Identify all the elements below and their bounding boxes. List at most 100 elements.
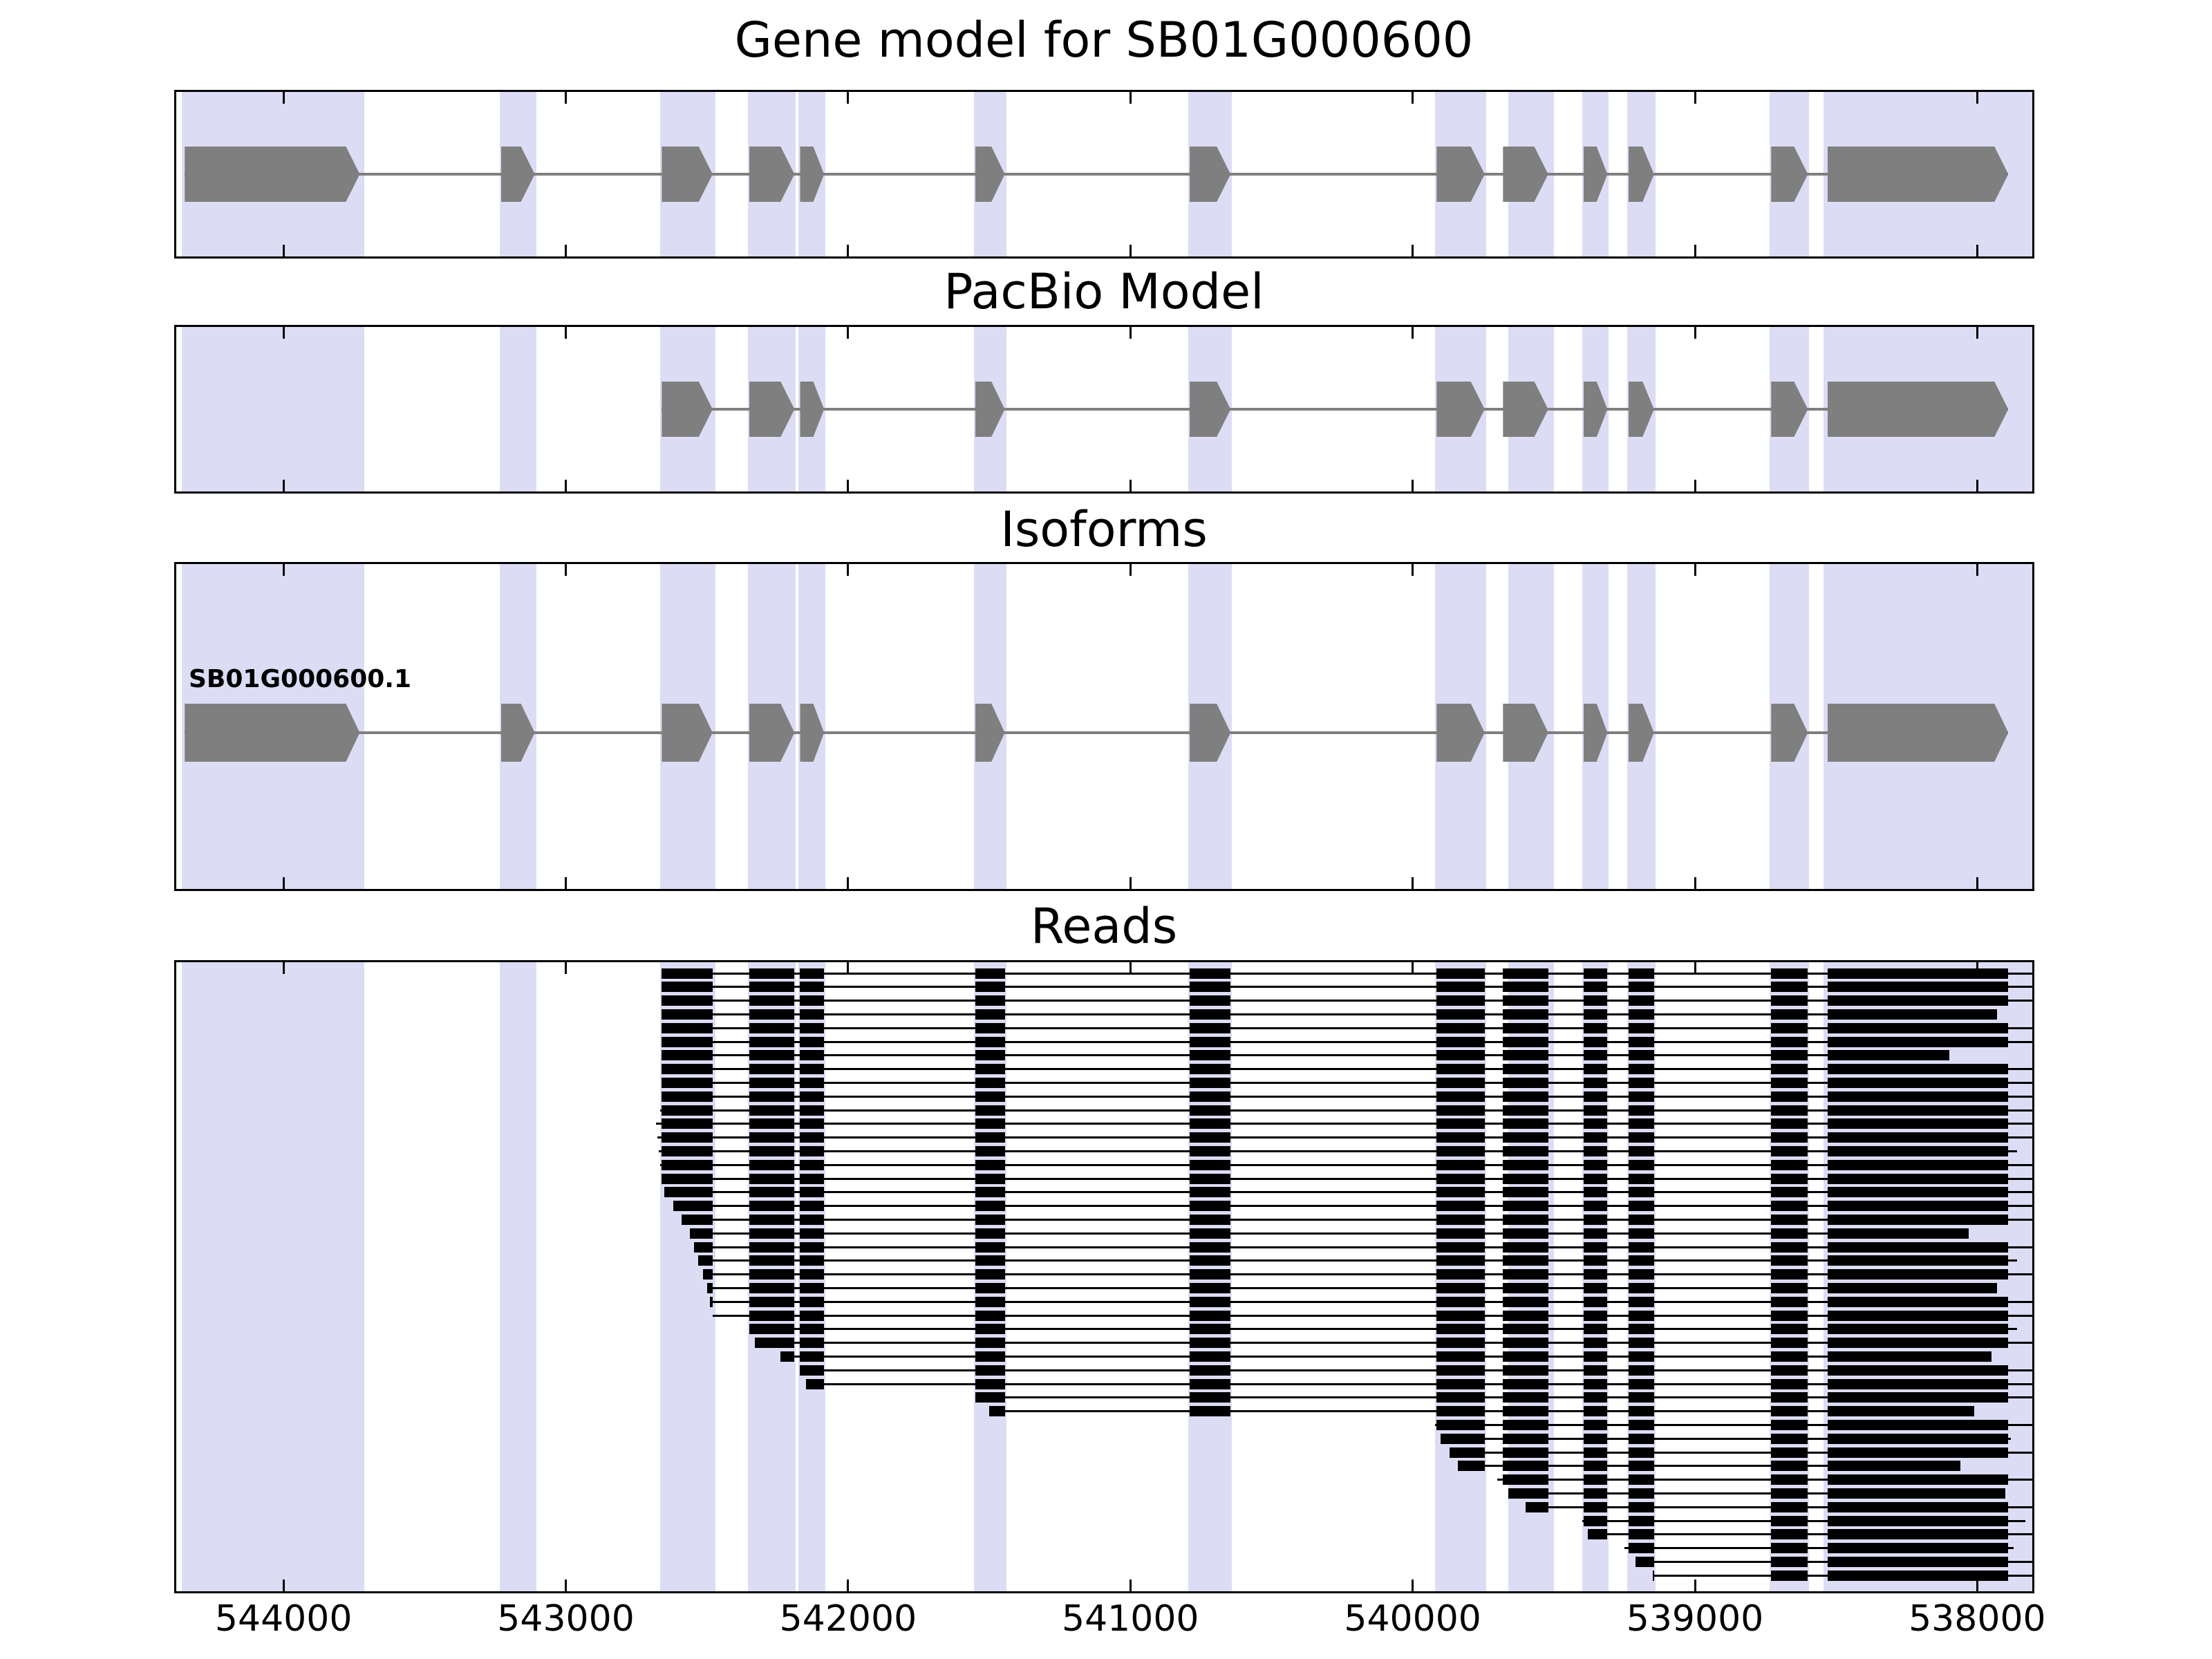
read-exon-block bbox=[1771, 1036, 1808, 1047]
read-exon-block bbox=[1457, 1461, 1485, 1472]
read-exon-block bbox=[1503, 1474, 1548, 1485]
read-exon-block bbox=[1629, 1022, 1654, 1033]
read-exon-block bbox=[1503, 1461, 1548, 1472]
read-exon-block bbox=[1436, 1201, 1485, 1212]
read-exon-block bbox=[1503, 1324, 1548, 1335]
intron-line bbox=[185, 731, 2009, 734]
read-exon-block bbox=[664, 1187, 713, 1198]
read-exon-block bbox=[1190, 1022, 1231, 1033]
read-line bbox=[681, 1218, 2032, 1221]
read-line bbox=[662, 1027, 2032, 1029]
read-exon-block bbox=[1629, 1447, 1654, 1458]
read-line bbox=[709, 1300, 2032, 1303]
read-exon-block bbox=[989, 1406, 1005, 1417]
read-exon-block bbox=[1629, 1214, 1654, 1225]
read-exon-block bbox=[1583, 1392, 1608, 1403]
read-exon-block bbox=[1190, 1310, 1231, 1321]
read-exon-block bbox=[1629, 1501, 1654, 1512]
read-exon-block bbox=[1190, 1145, 1231, 1156]
exon-block bbox=[1827, 147, 2009, 202]
read-exon-block bbox=[800, 1365, 825, 1376]
exon-highlight-band bbox=[182, 962, 364, 1591]
read-exon-block bbox=[662, 1132, 713, 1143]
read-exon-block bbox=[1190, 1077, 1231, 1088]
read-line bbox=[657, 1136, 2032, 1139]
read-exon-block bbox=[1583, 1118, 1608, 1130]
read-exon-block bbox=[1190, 982, 1231, 993]
read-exon-block bbox=[1771, 1145, 1808, 1156]
read-exon-block bbox=[1503, 1050, 1548, 1061]
exon-block bbox=[185, 147, 360, 202]
axis-tick bbox=[1976, 877, 1978, 889]
read-exon-block bbox=[1629, 1296, 1654, 1307]
read-exon-block bbox=[1436, 1351, 1485, 1362]
read-line bbox=[1624, 1547, 2014, 1550]
read-exon-block bbox=[1629, 1419, 1654, 1430]
read-exon-block bbox=[1587, 1529, 1608, 1540]
read-exon-block bbox=[1503, 1228, 1548, 1239]
read-exon-block bbox=[1827, 1515, 2009, 1526]
read-line bbox=[702, 1273, 2032, 1276]
x-tick-label: 542000 bbox=[779, 1598, 917, 1640]
read-line bbox=[1441, 1437, 2012, 1440]
read-exon-block bbox=[1503, 1269, 1548, 1280]
panel-gene-model bbox=[174, 90, 2034, 259]
read-exon-block bbox=[662, 1118, 713, 1130]
axis-tick bbox=[847, 327, 850, 339]
read-exon-block bbox=[975, 1077, 1005, 1088]
read-exon-block bbox=[800, 1132, 825, 1143]
read-exon-block bbox=[1827, 1351, 1991, 1362]
x-tick-label: 543000 bbox=[497, 1598, 635, 1640]
axis-tick bbox=[1129, 877, 1132, 889]
read-exon-block bbox=[1827, 1009, 1997, 1020]
read-exon-block bbox=[1190, 1255, 1231, 1266]
read-exon-block bbox=[1629, 1132, 1654, 1143]
read-exon-block bbox=[1827, 1159, 2009, 1170]
read-exon-block bbox=[1583, 1515, 1608, 1526]
read-line bbox=[662, 1040, 2032, 1043]
axis-tick bbox=[1412, 1580, 1414, 1591]
read-exon-block bbox=[1827, 1077, 2009, 1088]
read-exon-block bbox=[1827, 1036, 2009, 1047]
read-exon-block bbox=[1771, 1009, 1808, 1020]
axis-tick bbox=[1976, 1580, 1978, 1591]
read-line bbox=[690, 1232, 1969, 1235]
read-exon-block bbox=[1583, 1255, 1608, 1266]
read-exon-block bbox=[1771, 968, 1808, 979]
read-line bbox=[662, 1081, 2032, 1084]
read-exon-block bbox=[1436, 1132, 1485, 1143]
read-exon-block bbox=[662, 1077, 713, 1088]
read-exon-block bbox=[1771, 1474, 1808, 1485]
read-exon-block bbox=[749, 1091, 795, 1102]
read-exon-block bbox=[1771, 1159, 1808, 1170]
read-exon-block bbox=[1771, 1064, 1808, 1075]
read-exon-block bbox=[1436, 1282, 1485, 1293]
read-exon-block bbox=[1190, 1132, 1231, 1143]
read-exon-block bbox=[780, 1351, 795, 1362]
read-line bbox=[1587, 1533, 2032, 1536]
read-exon-block bbox=[749, 1201, 795, 1212]
read-exon-block bbox=[1629, 1351, 1654, 1362]
axis-tick bbox=[282, 962, 285, 974]
read-exon-block bbox=[975, 1378, 1005, 1389]
read-exon-block bbox=[1629, 1077, 1654, 1088]
read-exon-block bbox=[1436, 1105, 1485, 1116]
read-exon-block bbox=[709, 1296, 713, 1307]
read-exon-block bbox=[1771, 1501, 1808, 1512]
axis-tick bbox=[1694, 564, 1696, 576]
read-exon-block bbox=[1771, 1406, 1808, 1417]
read-line bbox=[694, 1246, 2032, 1248]
read-exon-block bbox=[975, 1241, 1005, 1253]
read-exon-block bbox=[1503, 1022, 1548, 1033]
read-exon-block bbox=[1583, 982, 1608, 993]
panel-isoforms: SB01G000600.1 bbox=[174, 562, 2034, 891]
read-exon-block bbox=[1503, 1241, 1548, 1253]
read-exon-block bbox=[1629, 1187, 1654, 1198]
axis-tick bbox=[1412, 564, 1414, 576]
read-line bbox=[659, 1150, 2017, 1152]
read-exon-block bbox=[662, 1091, 713, 1102]
read-exon-block bbox=[749, 1036, 795, 1047]
read-line bbox=[664, 1191, 2032, 1194]
read-exon-block bbox=[1436, 1365, 1485, 1376]
read-line bbox=[780, 1355, 1991, 1358]
